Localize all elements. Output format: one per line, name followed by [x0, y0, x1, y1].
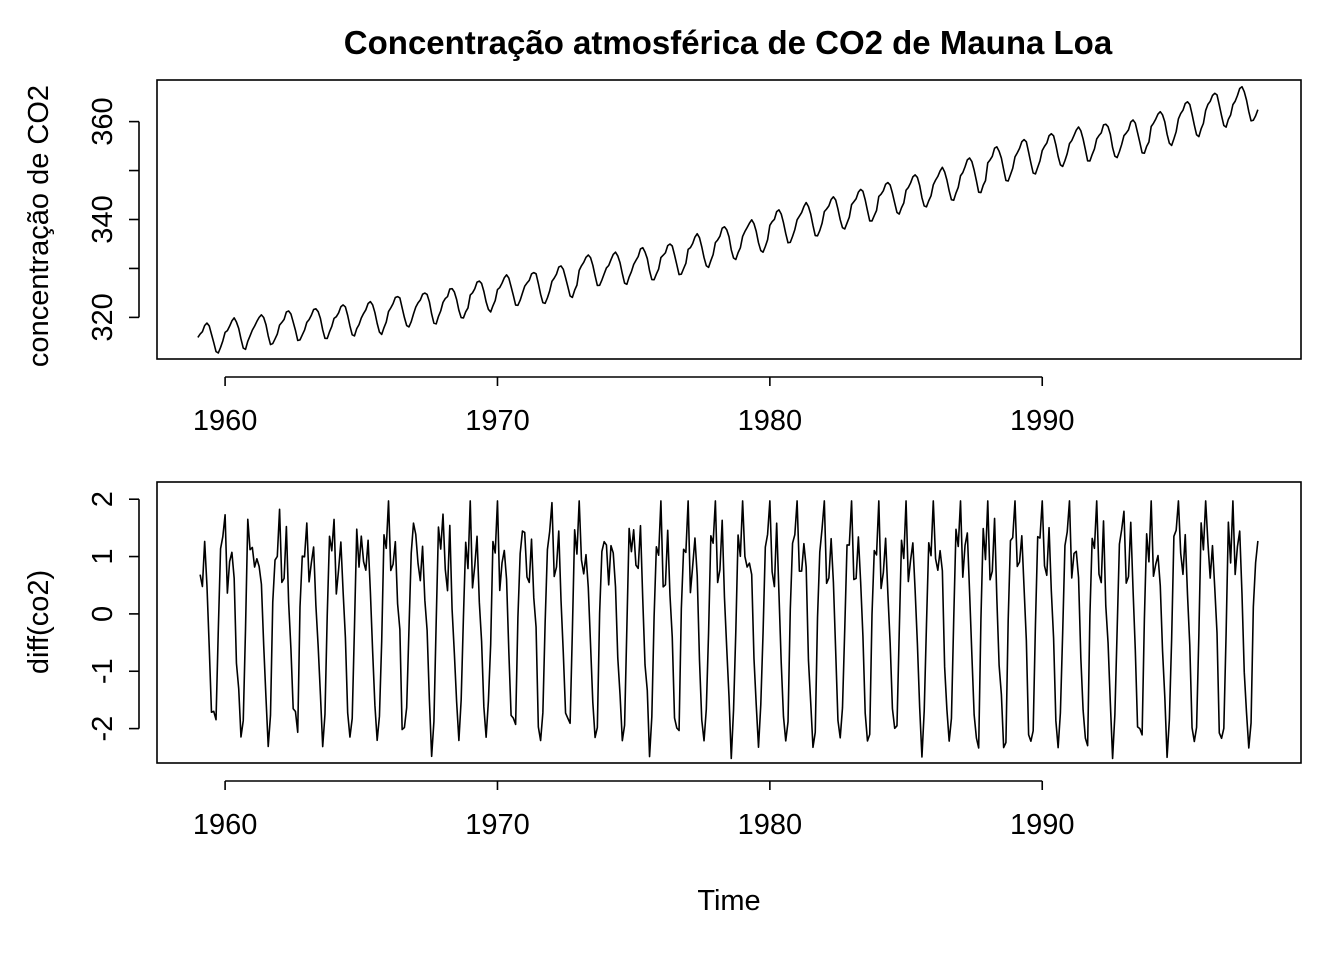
co2-y-tick-label: 320 — [87, 293, 119, 341]
co2-panel: 1960 1970 1980 1990 320 340 360 concentração … — [23, 79, 1302, 437]
co2-y-axis-label: concentração de CO2 — [23, 85, 55, 367]
chart-title: Concentração atmosférica de CO2 de Mauna… — [344, 24, 1113, 61]
diff-y-tick-label: -2 — [87, 716, 119, 742]
diff-y-tick-label: 0 — [87, 606, 119, 622]
diff-x-axis: 1960 1970 1980 1990 — [193, 780, 1075, 841]
co2-y-tick-label: 360 — [87, 97, 119, 145]
diff-x-tick-label: 1990 — [1010, 809, 1075, 841]
diff-x-tick-label: 1970 — [465, 809, 530, 841]
co2-x-tick-label: 1970 — [465, 405, 530, 437]
co2-x-tick-label: 1990 — [1010, 405, 1075, 437]
co2-plot-frame — [156, 79, 1302, 360]
co2-x-tick-label: 1960 — [193, 405, 258, 437]
diff-x-tick-label: 1980 — [738, 809, 803, 841]
diff-x-axis-label: Time — [697, 885, 760, 917]
co2-x-axis: 1960 1970 1980 1990 — [193, 376, 1075, 437]
co2-series-line — [197, 85, 1259, 354]
diff-series-line — [199, 500, 1259, 760]
diff-y-tick-label: 2 — [87, 491, 119, 507]
co2-x-tick-label: 1980 — [738, 405, 803, 437]
diff-y-axis: -2 -1 0 1 2 — [87, 491, 140, 742]
co2-y-axis: 320 340 360 — [87, 97, 140, 342]
diff-x-tick-label: 1960 — [193, 809, 258, 841]
diff-y-axis-label: diff(co2) — [23, 570, 55, 674]
diff-y-tick-label: -1 — [87, 658, 119, 684]
co2-y-tick-label: 340 — [87, 195, 119, 243]
diff-panel: 1960 1970 1980 1990 -2 -1 0 1 2 diff(co2) Time — [23, 481, 1302, 917]
diff-plot-frame — [156, 481, 1302, 764]
diff-y-tick-label: 1 — [87, 548, 119, 564]
